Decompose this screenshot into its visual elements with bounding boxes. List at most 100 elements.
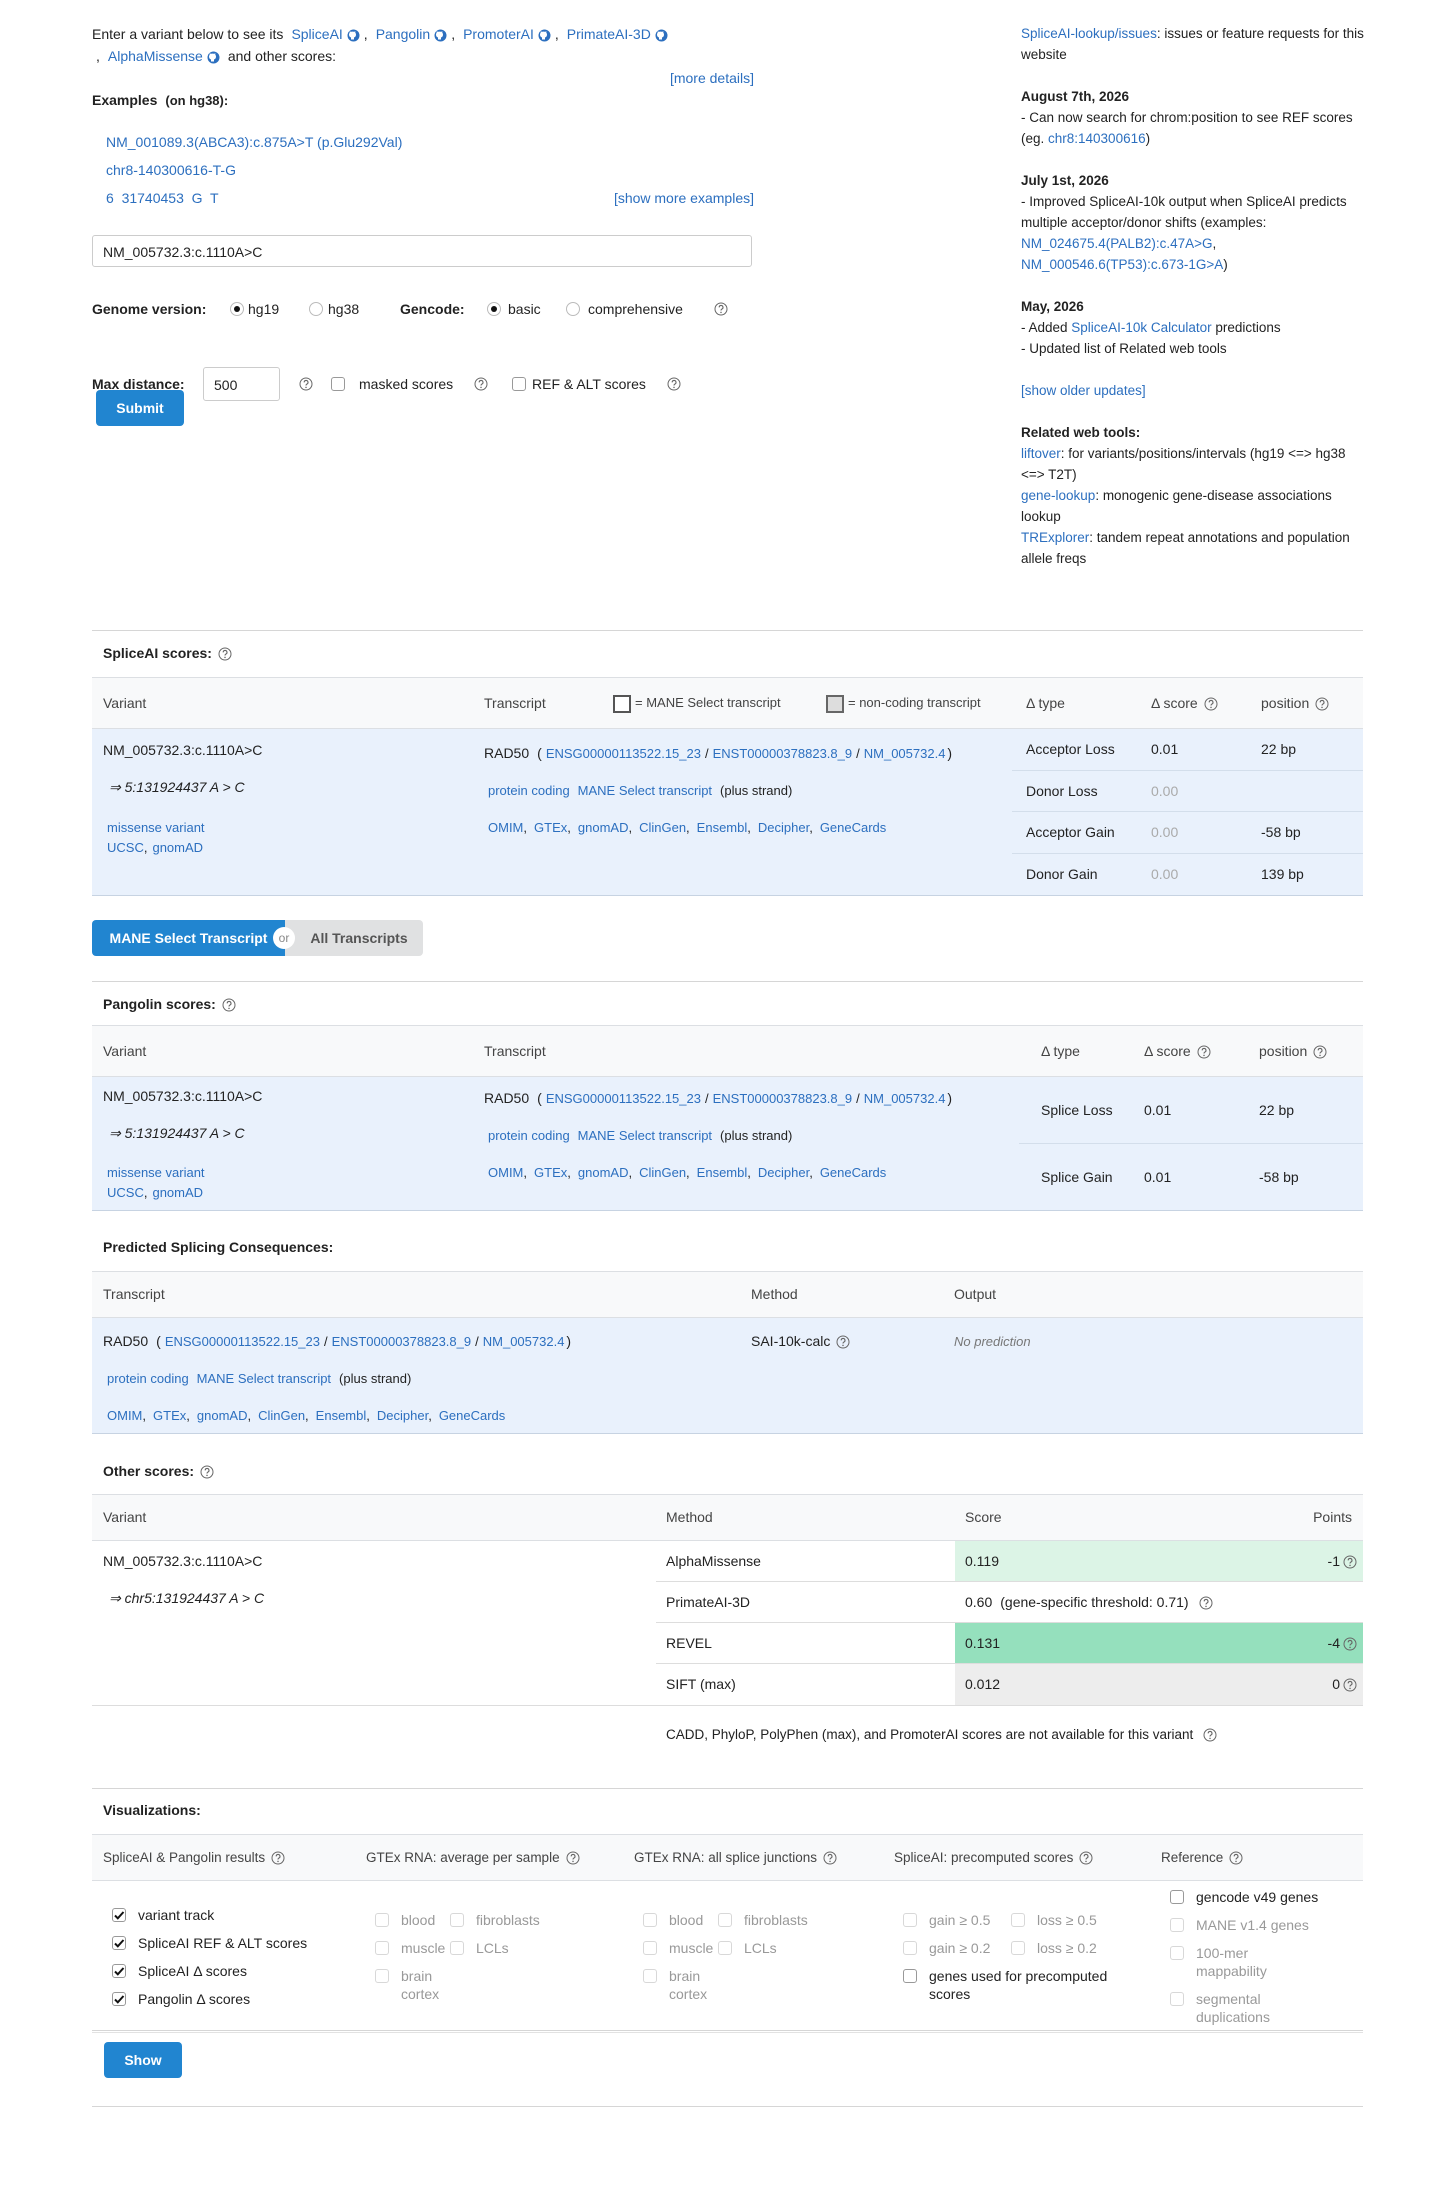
github-icon[interactable] <box>538 29 551 42</box>
help-icon[interactable] <box>299 377 313 391</box>
transcript-id[interactable]: ENSG00000113522.15_23 <box>164 1334 320 1349</box>
help-icon[interactable] <box>667 377 681 391</box>
checkbox[interactable] <box>112 1963 126 1978</box>
transcript-id[interactable]: NM_005732.4 <box>482 1334 565 1349</box>
show-older[interactable]: [show older updates] <box>1021 383 1146 398</box>
link[interactable]: liftover <box>1021 446 1061 461</box>
help-icon[interactable] <box>836 1335 850 1349</box>
resource-link[interactable]: GeneCards <box>819 1165 887 1180</box>
vis-option[interactable]: gencode v49 genes <box>1170 1883 1320 1911</box>
resource-link[interactable]: Ensembl <box>696 820 748 835</box>
max-distance-input[interactable]: 500 <box>203 367 280 401</box>
example-link[interactable]: 6 31740453 G T <box>106 190 219 206</box>
github-icon[interactable] <box>655 29 668 42</box>
help-icon[interactable] <box>1343 1637 1357 1651</box>
resource-link[interactable]: GeneCards <box>819 820 887 835</box>
consequence-link[interactable]: missense variant <box>107 820 205 835</box>
resource-link[interactable]: GeneCards <box>438 1408 506 1423</box>
resource-link[interactable]: Decipher <box>757 820 810 835</box>
checkbox[interactable] <box>112 1935 126 1950</box>
help-icon[interactable] <box>1203 1728 1217 1742</box>
tool-link[interactable]: SpliceAI <box>291 26 343 42</box>
checkbox[interactable] <box>903 1968 917 1983</box>
transcript-id[interactable]: ENST00000378823.8_9 <box>331 1334 472 1349</box>
help-icon[interactable] <box>1204 697 1218 711</box>
vis-option[interactable]: Pangolin Δ scores <box>112 1985 352 2013</box>
transcript-id[interactable]: ENSG00000113522.15_23 <box>545 1091 701 1106</box>
toggle-option[interactable]: All Transcripts <box>285 920 423 956</box>
submit-button[interactable]: Submit <box>96 390 184 426</box>
resource-link[interactable]: OMIM <box>488 1165 524 1180</box>
help-icon[interactable] <box>714 302 728 316</box>
link[interactable]: NM_000546.6(TP53):c.673-1G>A <box>1021 257 1224 272</box>
help-icon[interactable] <box>1229 1851 1243 1865</box>
github-icon[interactable] <box>207 51 220 64</box>
transcript-tag[interactable]: MANE Select transcript <box>577 783 713 798</box>
help-icon[interactable] <box>222 998 236 1012</box>
radio[interactable] <box>566 302 580 316</box>
link[interactable]: SpliceAI-lookup/issues <box>1021 26 1157 41</box>
vis-option[interactable]: variant track <box>112 1901 352 1929</box>
more-details[interactable]: [more details] <box>669 70 754 86</box>
vis-option[interactable]: SpliceAI REF & ALT scores <box>112 1929 352 1957</box>
example-link[interactable]: NM_001089.3(ABCA3):c.875A>T (p.Glu292Val… <box>106 134 403 150</box>
checkbox[interactable] <box>1170 1889 1184 1904</box>
link[interactable]: SpliceAI-10k Calculator <box>1071 320 1212 335</box>
resource-link[interactable]: Decipher <box>376 1408 429 1423</box>
tool-link[interactable]: PrimateAI-3D <box>566 26 651 42</box>
help-icon[interactable] <box>1343 1555 1357 1569</box>
resource-link[interactable]: ClinGen <box>258 1408 306 1423</box>
radio[interactable] <box>309 302 323 316</box>
help-icon[interactable] <box>271 1851 285 1865</box>
help-icon[interactable] <box>1199 1596 1213 1610</box>
link[interactable]: TRExplorer <box>1021 530 1090 545</box>
resource-link[interactable]: gnomAD <box>577 820 629 835</box>
vis-option[interactable]: genes used for precomputed scores <box>903 1962 1118 2008</box>
resource-link[interactable]: GTEx <box>534 1165 568 1180</box>
resource-link[interactable]: Ensembl <box>696 1165 748 1180</box>
tool-link[interactable]: AlphaMissense <box>107 48 203 64</box>
help-icon[interactable] <box>1313 1045 1327 1059</box>
help-icon[interactable] <box>218 647 232 661</box>
resource-link[interactable]: GTEx <box>153 1408 187 1423</box>
radio[interactable] <box>230 302 244 316</box>
toggle-option[interactable]: MANE Select Transcript <box>92 920 285 956</box>
variant-link[interactable]: UCSC <box>107 1185 144 1200</box>
transcript-id[interactable]: NM_005732.4 <box>863 1091 946 1106</box>
help-icon[interactable] <box>1315 697 1329 711</box>
tool-link[interactable]: PromoterAI <box>463 26 534 42</box>
checkbox[interactable] <box>512 377 526 391</box>
checkbox[interactable] <box>112 1991 126 2006</box>
transcript-tag[interactable]: MANE Select transcript <box>577 1128 713 1143</box>
transcript-id[interactable]: ENST00000378823.8_9 <box>712 746 853 761</box>
variant-link[interactable]: UCSC <box>107 840 144 855</box>
help-icon[interactable] <box>1079 1851 1093 1865</box>
link[interactable]: chr8:140300616 <box>1048 131 1146 146</box>
resource-link[interactable]: ClinGen <box>639 820 687 835</box>
variant-link[interactable]: gnomAD <box>152 840 204 855</box>
vis-option[interactable]: SpliceAI Δ scores <box>112 1957 352 1985</box>
resource-link[interactable]: gnomAD <box>196 1408 248 1423</box>
tool-link[interactable]: Pangolin <box>375 26 431 42</box>
github-icon[interactable] <box>347 29 360 42</box>
help-icon[interactable] <box>474 377 488 391</box>
resource-link[interactable]: ClinGen <box>639 1165 687 1180</box>
consequence-link[interactable]: missense variant <box>107 1165 205 1180</box>
resource-link[interactable]: gnomAD <box>577 1165 629 1180</box>
variant-link[interactable]: gnomAD <box>152 1185 204 1200</box>
biotype[interactable]: protein coding <box>107 1371 189 1386</box>
link[interactable]: gene-lookup <box>1021 488 1096 503</box>
variant-input[interactable]: NM_005732.3:c.1110A>C <box>92 235 752 267</box>
help-icon[interactable] <box>823 1851 837 1865</box>
resource-link[interactable]: Ensembl <box>315 1408 367 1423</box>
transcript-id[interactable]: NM_005732.4 <box>863 746 946 761</box>
transcript-tag[interactable]: MANE Select transcript <box>196 1371 332 1386</box>
checkbox[interactable] <box>331 377 345 391</box>
resource-link[interactable]: Decipher <box>757 1165 810 1180</box>
help-icon[interactable] <box>1343 1678 1357 1692</box>
show-more-examples[interactable]: [show more examples] <box>613 190 754 206</box>
show-button[interactable]: Show <box>104 2042 182 2078</box>
resource-link[interactable]: OMIM <box>107 1408 143 1423</box>
help-icon[interactable] <box>566 1851 580 1865</box>
resource-link[interactable]: GTEx <box>534 820 568 835</box>
